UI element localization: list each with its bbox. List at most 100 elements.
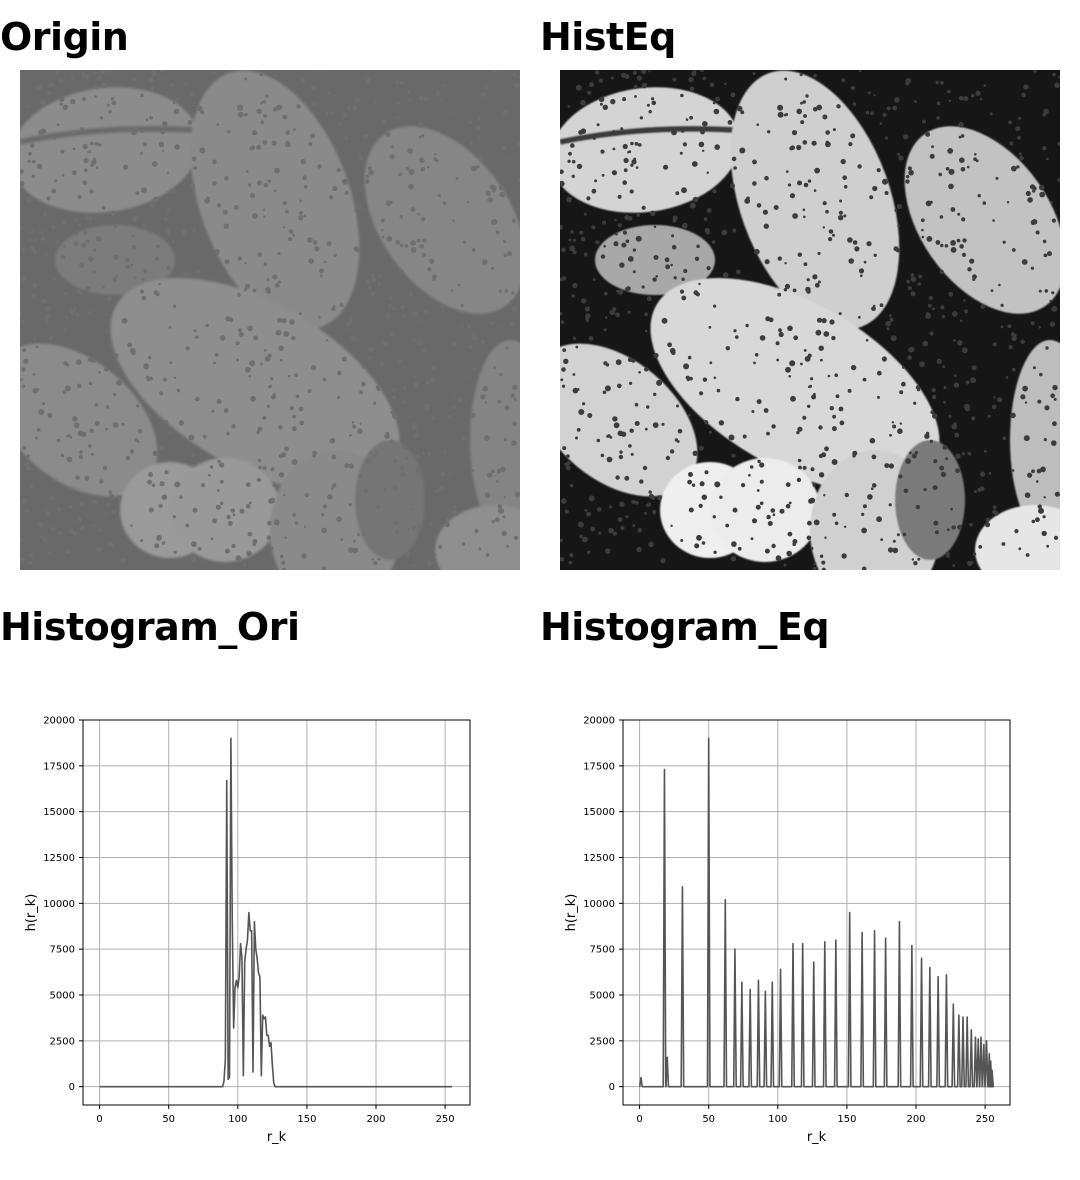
pore-dot xyxy=(862,566,867,570)
pore-dot xyxy=(130,524,133,527)
pore-dot xyxy=(275,329,282,336)
pore-dot xyxy=(257,458,262,463)
pore-dot xyxy=(594,179,598,183)
pore-dot xyxy=(787,183,792,187)
pore-dot xyxy=(929,153,935,159)
pore-dot xyxy=(74,232,78,236)
pore-dot xyxy=(674,438,679,442)
pore-dot xyxy=(691,483,696,487)
pore-dot xyxy=(36,163,43,170)
pore-dot xyxy=(671,234,675,238)
pore-dot xyxy=(857,315,861,319)
pore-dot xyxy=(173,550,177,554)
pore-dot xyxy=(560,311,563,316)
pore-dot xyxy=(896,533,900,537)
pore-dot xyxy=(490,266,494,270)
pore-dot xyxy=(1045,346,1049,350)
pore-dot xyxy=(683,268,688,274)
pore-dot xyxy=(789,360,796,367)
pore-dot xyxy=(312,102,317,106)
pore-dot xyxy=(224,548,230,554)
pore-dot xyxy=(163,420,169,425)
pore-dot xyxy=(928,201,932,205)
pore-dot xyxy=(967,267,972,272)
pore-dot xyxy=(832,128,836,132)
pore-dot xyxy=(598,78,604,83)
pore-dot xyxy=(215,504,221,510)
pore-dot xyxy=(246,170,249,173)
pore-dot xyxy=(971,365,977,371)
pore-dot xyxy=(842,175,847,180)
pore-dot xyxy=(159,481,165,487)
pore-dot xyxy=(858,268,865,274)
pore-dot xyxy=(733,166,737,170)
pore-dot xyxy=(899,422,902,425)
pore-dot xyxy=(764,548,770,554)
pore-dot xyxy=(291,426,297,432)
pore-dot xyxy=(232,513,236,516)
pore-dot xyxy=(563,358,569,364)
pore-dot xyxy=(238,328,242,333)
pore-dot xyxy=(767,521,773,526)
pore-dot xyxy=(158,141,165,148)
pore-dot xyxy=(755,504,761,510)
pore-dot xyxy=(764,259,770,265)
pore-dot xyxy=(929,331,934,336)
pore-dot xyxy=(454,511,459,516)
pore-dot xyxy=(58,531,62,535)
pore-dot xyxy=(116,379,123,386)
pore-dot xyxy=(26,196,32,203)
pore-dot xyxy=(283,494,286,497)
pore-dot xyxy=(148,507,154,513)
pore-dot xyxy=(948,99,952,103)
pore-dot xyxy=(238,331,244,338)
pore-dot xyxy=(591,188,597,194)
pore-dot xyxy=(22,446,27,451)
pore-dot xyxy=(983,450,987,453)
pore-dot xyxy=(391,387,396,393)
pore-dot xyxy=(432,277,436,281)
pore-dot xyxy=(803,215,806,219)
pore-dot xyxy=(889,317,894,322)
pore-dot xyxy=(661,317,668,324)
pore-dot xyxy=(440,471,446,477)
pore-dot xyxy=(131,244,137,250)
pore-dot xyxy=(32,336,37,341)
pore-dot xyxy=(100,70,107,75)
pore-dot xyxy=(228,317,234,323)
pore-dot xyxy=(483,84,489,90)
pore-dot xyxy=(609,505,613,509)
pore-dot xyxy=(572,387,579,394)
pore-dot xyxy=(827,374,831,378)
x-tick-label: 0 xyxy=(96,1114,102,1125)
pore-dot xyxy=(185,346,190,351)
pore-dot xyxy=(691,161,698,167)
pore-dot xyxy=(130,263,133,267)
pore-dot xyxy=(942,365,946,368)
pore-dot xyxy=(687,355,692,360)
pore-dot xyxy=(644,427,648,431)
pore-dot xyxy=(112,422,119,428)
pore-dot xyxy=(83,157,89,164)
pore-dot xyxy=(753,248,760,255)
pore-dot xyxy=(97,527,102,533)
pore-dot xyxy=(617,194,622,199)
pore-dot xyxy=(838,215,844,221)
pore-dot xyxy=(471,335,477,341)
pore-dot xyxy=(792,542,796,546)
pore-dot xyxy=(154,256,160,261)
pore-dot xyxy=(351,421,355,424)
pore-dot xyxy=(98,143,102,147)
pore-dot xyxy=(800,101,803,105)
pore-dot xyxy=(630,452,634,456)
pore-dot xyxy=(387,303,392,308)
pore-dot xyxy=(43,252,48,257)
pore-dot xyxy=(151,483,156,487)
origin-texture xyxy=(20,70,520,570)
pore-dot xyxy=(709,82,715,88)
pore-dot xyxy=(57,507,62,512)
pore-dot xyxy=(511,305,518,312)
pore-dot xyxy=(388,201,392,205)
pore-dot xyxy=(274,167,280,174)
pore-dot xyxy=(55,240,60,245)
